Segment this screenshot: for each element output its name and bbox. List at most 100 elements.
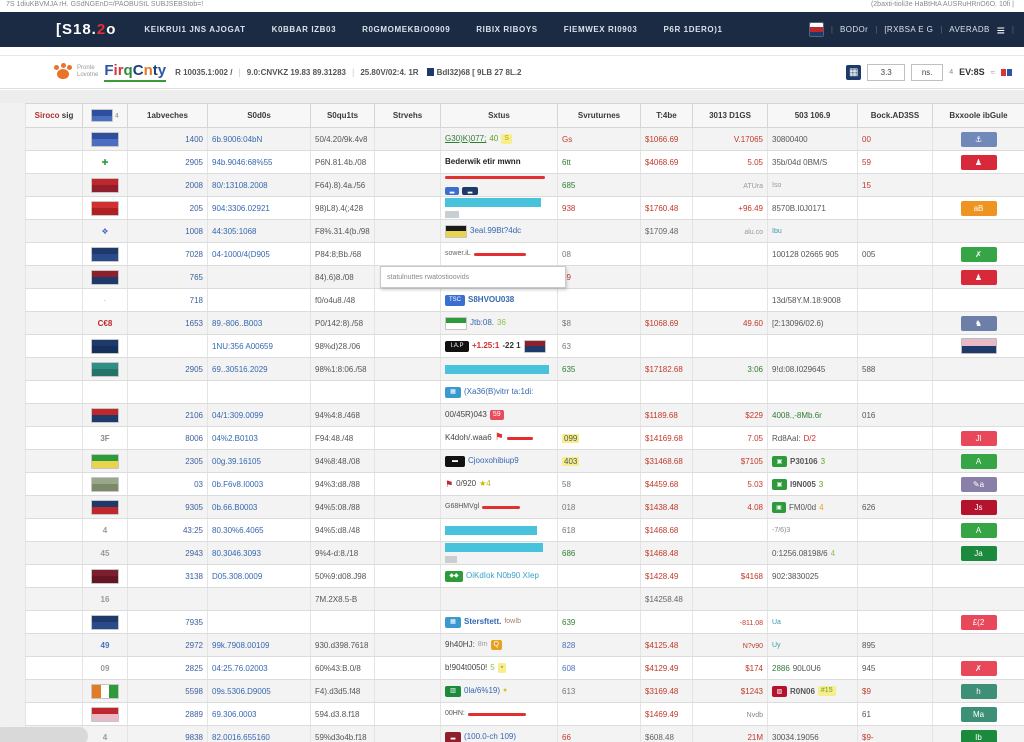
cell-value-1: $8	[557, 311, 641, 335]
breadcrumb-2: 9.0:CNVKZ 19.83 89.31283	[246, 67, 346, 77]
crest-icon[interactable]	[808, 22, 824, 37]
date-link[interactable]: 80/:13108.2008	[212, 180, 268, 190]
column-header[interactable]: 1abveches	[127, 103, 208, 128]
cell-extra	[374, 311, 441, 335]
column-header[interactable]: Bock.AD3SS	[857, 103, 933, 128]
cell-price: $14258.48	[640, 587, 693, 611]
nav-item[interactable]: FIEMWEX RI0903	[563, 25, 638, 34]
column-header[interactable]: T:4be	[640, 103, 693, 128]
paw-logo-icon[interactable]	[54, 63, 72, 80]
date-link[interactable]: 80.30%6.4065	[212, 525, 264, 535]
flag-badge[interactable]	[960, 338, 997, 354]
column-header[interactable]: 503 106.9	[767, 103, 858, 128]
date-link[interactable]: 00g.39.16105	[212, 456, 261, 466]
action-badge[interactable]: Ma	[960, 706, 997, 722]
cell-value-2: Nvdb	[692, 702, 768, 726]
action-badge[interactable]: aB	[960, 200, 997, 216]
cell-info: 35b/04d 0BM/S	[767, 150, 858, 174]
cell-date: F8%.31.4(b./98	[310, 219, 375, 243]
table-row: 2305 00g.39.16105 94%8:48./08 ▬ Cjooxohibiup…	[25, 449, 1024, 473]
nav-item[interactable]: KEIKRUI1 JNS AJOGAT	[144, 25, 246, 34]
status-text: 00/45R)043	[445, 410, 487, 419]
date-link[interactable]: 80.3046.3093	[212, 548, 261, 558]
action-badge[interactable]: Jl	[960, 430, 997, 446]
nav-item[interactable]: P6R 1DERO)1	[663, 25, 723, 34]
color-split-icon[interactable]	[1001, 68, 1012, 76]
date-link[interactable]: 44:305:1068	[212, 226, 257, 236]
date-link[interactable]: 04%2.B0103	[212, 433, 258, 443]
nav-link[interactable]: [RXBSA E G	[884, 25, 934, 34]
cell-date-link: 09s.5306.D9005	[207, 679, 311, 703]
date-link[interactable]: D05.308.0009	[212, 571, 263, 581]
action-badge[interactable]: ♞	[960, 315, 997, 331]
column-header[interactable]: Bxxoole ibGule	[932, 103, 1024, 128]
cell-left-label	[25, 334, 83, 358]
date-link[interactable]: 1NU:356 A00659	[212, 341, 273, 351]
flag-code-text: 49	[100, 640, 110, 650]
logo-text-2: o	[106, 21, 117, 38]
column-header[interactable]: Sxtus	[440, 103, 558, 128]
column-header[interactable]: 3013 D1GS	[692, 103, 768, 128]
nav-link[interactable]: AVERADB	[949, 25, 990, 34]
date-link[interactable]: 89.-806..B003	[212, 318, 263, 328]
cell-count: 765	[127, 265, 208, 289]
date-link[interactable]: 04-1000/4(D905	[212, 249, 270, 259]
action-badge[interactable]: h	[960, 683, 997, 699]
nav-link[interactable]: BODOr	[840, 25, 869, 34]
cell-date: P84:8;Bb./68	[310, 242, 375, 266]
column-header[interactable]: Svruturnes	[557, 103, 641, 128]
action-badge[interactable]: A	[960, 522, 997, 538]
date-link[interactable]: 0b.F6v8.I0003	[212, 479, 264, 489]
nav-menu: KEIKRUI1 JNS AJOGAT K0BBAR IZB03 R0GMOMEKB…	[144, 25, 722, 34]
status-content: 3eal.99Bt?4dc	[445, 220, 553, 242]
action-badge[interactable]: ✗	[960, 246, 997, 262]
column-header[interactable]: Strvehs	[374, 103, 441, 128]
site-logo[interactable]: [S18.2o	[56, 21, 116, 38]
date-link[interactable]: 99k.7908.00109	[212, 640, 270, 650]
price-text: $1709.48	[645, 226, 679, 236]
date-link[interactable]: 94b.9046:68%55	[212, 157, 273, 167]
cell-count: 5598	[127, 679, 208, 703]
status-mini-icon: ▂	[445, 731, 461, 742]
date-link[interactable]: 04/1:309.0099	[212, 410, 264, 420]
action-badge[interactable]: Ib	[960, 729, 997, 742]
date-link[interactable]: 0b.66.B0003	[212, 502, 258, 512]
action-badge[interactable]: ♟	[960, 269, 997, 285]
value-2-text: $1243	[740, 686, 763, 696]
action-badge[interactable]: Js	[960, 499, 997, 515]
page-size-input[interactable]: 3.3	[867, 63, 906, 81]
value-2-text: 49.60	[742, 318, 763, 328]
nav-item[interactable]: K0BBAR IZB03	[271, 25, 337, 34]
brand-wordmark[interactable]: FirqCnty	[104, 62, 167, 82]
column-header[interactable]: S0qu1ts	[310, 103, 375, 128]
nav-item[interactable]: RIBIX RIBOYS	[476, 25, 538, 34]
action-badge[interactable]: £(2	[960, 614, 997, 630]
column-header[interactable]: S0d0s	[207, 103, 311, 128]
action-badge[interactable]: Ja	[960, 545, 997, 561]
column-header[interactable]: Siroco sig	[25, 103, 83, 128]
cell-price: $4129.49	[640, 656, 693, 680]
column-header[interactable]: 4	[82, 103, 128, 128]
date-link[interactable]: 82.0016.655160	[212, 732, 270, 742]
date-link[interactable]: 69..30516.2029	[212, 364, 268, 374]
cell-count: 2825	[127, 656, 208, 680]
action-badge[interactable]: ⚓	[960, 131, 997, 147]
action-badge[interactable]: ♟	[960, 154, 997, 170]
filter-input[interactable]: ns.	[911, 63, 944, 81]
flag-code-text: 3F	[100, 433, 110, 443]
date-link[interactable]: 904:3306.02921	[212, 203, 270, 213]
grid-view-icon[interactable]: ▦	[846, 64, 862, 80]
action-badge[interactable]: ✎a	[960, 476, 997, 492]
date-link[interactable]: 09s.5306.D9005	[212, 686, 271, 696]
date-link[interactable]: 6b.9006:04bN	[212, 134, 263, 144]
action-badge[interactable]: A	[960, 453, 997, 469]
menu-icon[interactable]: ≡	[996, 21, 1005, 38]
cell-value-3	[857, 426, 933, 450]
action-badge[interactable]: ✗	[960, 660, 997, 676]
status-link[interactable]: G30)K)077;	[445, 134, 487, 143]
nav-item[interactable]: R0GMOMEKB/O0909	[362, 25, 451, 34]
date-link[interactable]: 69.306.0003	[212, 709, 257, 719]
status-content: G68HMVgl	[445, 496, 553, 518]
date-link[interactable]: 04:25.76.02003	[212, 663, 268, 673]
cell-value-3: 626	[857, 495, 933, 519]
